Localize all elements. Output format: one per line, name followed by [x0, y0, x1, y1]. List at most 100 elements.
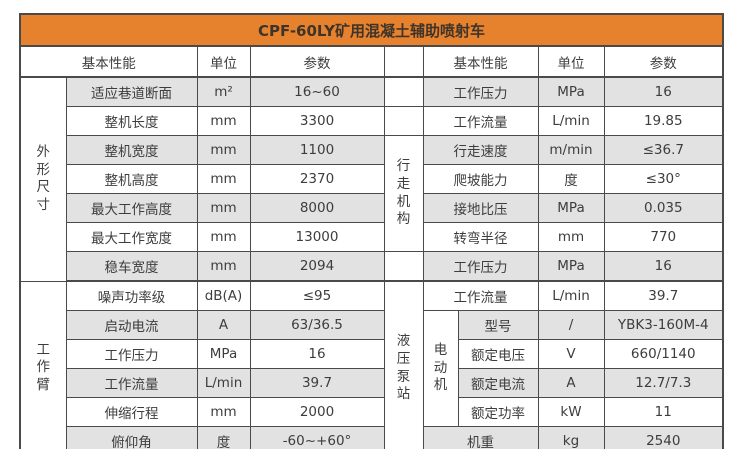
param-name-cell: 额定功率: [457, 397, 539, 427]
value-cell: 13000: [249, 222, 385, 252]
table-row: 启动电流 A 63/36.5 电动机 型号 / YBK3-160M-4: [20, 310, 724, 427]
param-name-cell: 额定电流: [457, 368, 539, 398]
param-name-cell: 工作压力: [422, 76, 539, 107]
value-cell: ≤95: [249, 280, 385, 311]
value-cell: -60~+60°: [249, 426, 385, 449]
table-row: 稳车宽度 mm 2094 工作压力 MPa 16: [20, 251, 724, 282]
unit-cell: MPa: [537, 193, 605, 223]
table-row: 外形尺寸 适应巷道断面 m² 16~60 工作压力 MPa 16: [19, 76, 724, 282]
unit-cell: mm: [196, 222, 251, 252]
param-name-cell: 行走速度: [422, 135, 539, 165]
header-unit-right: 单位: [537, 45, 605, 78]
value-cell: 19.85: [603, 106, 724, 136]
unit-cell: mm: [196, 251, 251, 282]
header-performance-left: 基本性能: [19, 45, 198, 78]
unit-cell: A: [537, 368, 605, 398]
header-parameter-left: 参数: [249, 45, 385, 78]
spec-table: CPF-60LY矿用混凝土辅助喷射车 基本性能 单位 参数 基本性能 单位 参数…: [18, 13, 725, 449]
value-cell: 39.7: [603, 280, 724, 311]
value-cell: 16~60: [249, 76, 385, 107]
unit-cell: L/min: [196, 368, 251, 398]
param-name-cell: 型号: [457, 310, 539, 340]
param-name-cell: 启动电流: [65, 310, 198, 340]
table-row: 俯仰角 度 -60~+60° 机重 kg 2540: [20, 426, 724, 449]
group-label-working-arm: 工作臂: [19, 280, 67, 449]
table-row: 整机长度 mm 3300 工作流量 L/min 19.85: [20, 106, 724, 136]
group-label-hydraulic-pump-station: 液压泵站: [383, 280, 424, 449]
param-name-cell: 最大工作高度: [65, 193, 198, 223]
unit-cell: mm: [196, 135, 251, 165]
unit-cell: mm: [196, 106, 251, 136]
value-cell: 2000: [249, 397, 385, 427]
param-name-cell: 工作流量: [422, 106, 539, 136]
value-cell: 16: [603, 251, 724, 282]
unit-cell: mm: [196, 193, 251, 223]
unit-cell: dB(A): [196, 280, 251, 311]
param-name-cell: 接地比压: [422, 193, 539, 223]
table-row: 整机宽度 mm 1100 行走机构 行走速度 m/min ≤36.7: [20, 135, 724, 252]
value-cell: YBK3-160M-4: [603, 310, 724, 340]
unit-cell: A: [196, 310, 251, 340]
table-row: 伸缩行程 mm 2000 额定功率 kW 11: [20, 397, 724, 427]
value-cell: 0.035: [603, 193, 724, 223]
param-name-cell: 整机宽度: [65, 135, 198, 165]
unit-cell: MPa: [196, 339, 251, 369]
value-cell: ≤30°: [603, 164, 724, 194]
header-unit-left: 单位: [196, 45, 251, 78]
table-row: 最大工作宽度 mm 13000 转弯半径 mm 770: [20, 222, 724, 252]
param-name-cell: 伸缩行程: [65, 397, 198, 427]
unit-cell: m/min: [537, 135, 605, 165]
empty-group-cell: [383, 76, 424, 107]
unit-cell: /: [537, 310, 605, 340]
param-name-cell: 俯仰角: [65, 426, 198, 449]
unit-cell: V: [537, 339, 605, 369]
param-name-cell: 机重: [422, 426, 539, 449]
unit-cell: mm: [196, 397, 251, 427]
value-cell: 11: [603, 397, 724, 427]
param-name-cell: 最大工作宽度: [65, 222, 198, 252]
value-cell: 2540: [603, 426, 724, 449]
value-cell: 2094: [249, 251, 385, 282]
param-name-cell: 适应巷道断面: [65, 76, 198, 107]
value-cell: 3300: [249, 106, 385, 136]
value-cell: 39.7: [249, 368, 385, 398]
param-name-cell: 工作流量: [65, 368, 198, 398]
value-cell: ≤36.7: [603, 135, 724, 165]
param-name-cell: 稳车宽度: [65, 251, 198, 282]
value-cell: 12.7/7.3: [603, 368, 724, 398]
header-empty-cell: [383, 45, 424, 78]
param-name-cell: 转弯半径: [422, 222, 539, 252]
header-row: 基本性能 单位 参数 基本性能 单位 参数: [19, 45, 724, 78]
table-row: 工作臂 噪声功率级 dB(A) ≤95 液压泵站 工作流量 L/min 39.7: [19, 280, 724, 449]
param-name-cell: 工作流量: [422, 280, 539, 311]
empty-group-cell: [383, 251, 424, 282]
group-label-electric-motor: 电动机: [422, 310, 459, 427]
empty-group-cell: [383, 106, 424, 136]
param-name-cell: 整机长度: [65, 106, 198, 136]
unit-cell: MPa: [537, 251, 605, 282]
unit-cell: 度: [537, 164, 605, 194]
value-cell: 16: [603, 76, 724, 107]
unit-cell: L/min: [537, 106, 605, 136]
header-performance-right: 基本性能: [422, 45, 539, 78]
unit-cell: kg: [537, 426, 605, 449]
table-row: 工作流量 L/min 39.7 额定电流 A 12.7/7.3: [20, 368, 724, 398]
param-name-cell: 爬坡能力: [422, 164, 539, 194]
param-name-cell: 工作压力: [422, 251, 539, 282]
value-cell: 63/36.5: [249, 310, 385, 340]
title-row: CPF-60LY矿用混凝土辅助喷射车: [18, 13, 725, 47]
unit-cell: m²: [196, 76, 251, 107]
value-cell: 1100: [249, 135, 385, 165]
param-name-cell: 整机高度: [65, 164, 198, 194]
unit-cell: mm: [537, 222, 605, 252]
unit-cell: 度: [196, 426, 251, 449]
param-name-cell: 额定电压: [457, 339, 539, 369]
unit-cell: MPa: [537, 76, 605, 107]
param-name-cell: 工作压力: [65, 339, 198, 369]
group-label-travel-mechanism: 行走机构: [383, 135, 424, 252]
group-label-dimensions: 外形尺寸: [19, 76, 67, 282]
value-cell: 2370: [249, 164, 385, 194]
unit-cell: kW: [537, 397, 605, 427]
value-cell: 16: [249, 339, 385, 369]
table-title: CPF-60LY矿用混凝土辅助喷射车: [18, 13, 725, 47]
